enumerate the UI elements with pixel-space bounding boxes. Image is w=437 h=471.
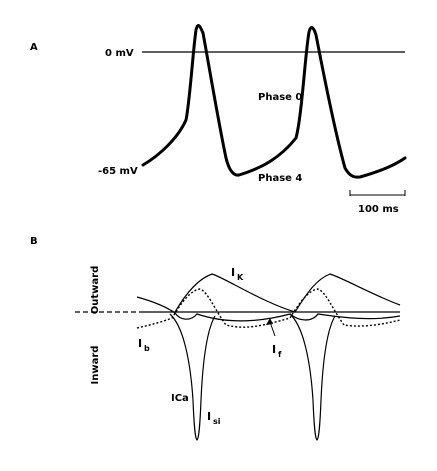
isi-current-trace bbox=[169, 313, 336, 441]
panel-a: A 0 mV -65 mV Phase 0 Phase 4 100 ms bbox=[30, 24, 407, 215]
outward-label: Outward bbox=[90, 266, 101, 314]
action-potential-trace bbox=[141, 24, 407, 179]
time-scale-bar bbox=[349, 190, 406, 196]
ib-label: I b bbox=[138, 332, 150, 353]
ik-current-trace bbox=[174, 273, 401, 313]
time-scale-label: 100 ms bbox=[358, 204, 399, 215]
panel-b-label: B bbox=[30, 236, 38, 247]
inward-label: Inward bbox=[90, 346, 101, 385]
if-current-trace bbox=[136, 288, 401, 329]
isi-label: I si bbox=[207, 405, 221, 426]
panel-a-label: A bbox=[30, 42, 38, 53]
ik-label: I K bbox=[231, 261, 244, 282]
phase-4-label: Phase 4 bbox=[258, 173, 302, 184]
panel-b: B Outward Inward I K I b I bbox=[30, 236, 401, 441]
if-pointer-arrow bbox=[266, 318, 276, 337]
rest-mv-label: -65 mV bbox=[98, 166, 138, 177]
ica-label: ICa bbox=[171, 393, 189, 404]
if-label: I f bbox=[272, 338, 282, 359]
zero-mv-label: 0 mV bbox=[105, 48, 134, 59]
phase-0-label: Phase 0 bbox=[258, 92, 302, 103]
